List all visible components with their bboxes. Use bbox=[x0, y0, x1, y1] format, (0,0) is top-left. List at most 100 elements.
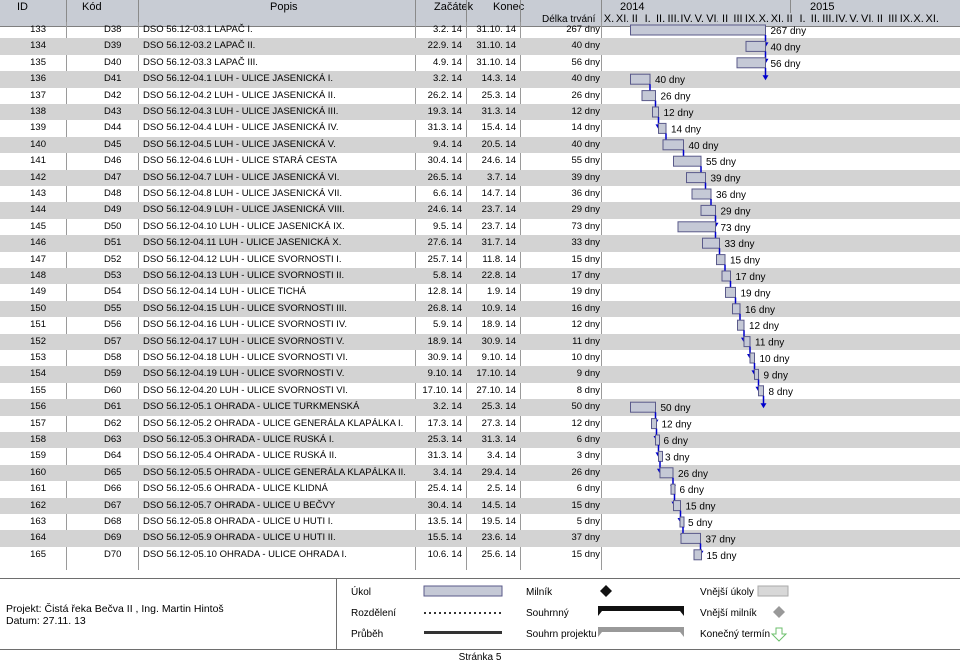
table-row[interactable]: 135 D40 DSO 56.12-03.3 LAPAČ III. 4.9. 14 31… bbox=[0, 55, 960, 71]
header-start[interactable]: Začátek bbox=[434, 1, 474, 13]
gantt-task-bar[interactable] bbox=[659, 467, 674, 479]
gantt-duration-label: 15 dny bbox=[707, 551, 737, 562]
table-row[interactable]: 155 D60 DSO 56.12-04.20 LUH - ULICE SVORNO… bbox=[0, 383, 960, 399]
gantt-task-bar[interactable] bbox=[758, 385, 764, 397]
row-start: 30.4. 14 bbox=[427, 499, 462, 511]
gantt-task-bar[interactable] bbox=[670, 483, 676, 495]
table-row[interactable]: 149 D54 DSO 56.12-04.14 LUH - ULICE TICHÁ 1… bbox=[0, 284, 960, 300]
row-start: 6.6. 14 bbox=[432, 188, 462, 199]
table-row[interactable]: 145 D50 DSO 56.12-04.10 LUH - ULICE JASENI… bbox=[0, 219, 960, 235]
gantt-task-bar[interactable] bbox=[700, 204, 716, 216]
table-row[interactable]: 136 D41 DSO 56.12-04.1 LUH - ULICE JASENIC… bbox=[0, 71, 960, 88]
gantt-task-bar[interactable] bbox=[686, 172, 706, 184]
legend-ukol-label: Úkol bbox=[351, 587, 372, 598]
header-id[interactable]: ID bbox=[17, 1, 28, 13]
table-row[interactable]: 161 D66 DSO 56.12-05.6 OHRADA - ULICE KLID… bbox=[0, 481, 960, 497]
table-row[interactable]: 164 D69 DSO 56.12-05.9 OHRADA - ULICE U HU… bbox=[0, 530, 960, 547]
gantt-task-bar[interactable] bbox=[658, 122, 667, 134]
gantt-chart: 267 dny 40 dny 56 dny 40 dny 26 dny 12 dny 14 … bbox=[630, 24, 806, 562]
row-duration: 50 dny bbox=[571, 401, 600, 413]
table-row[interactable]: 144 D49 DSO 56.12-04.9 LUH - ULICE JASENIC… bbox=[0, 202, 960, 219]
gantt-task-bar[interactable] bbox=[641, 90, 656, 102]
row-duration: 56 dny bbox=[571, 56, 600, 68]
table-row[interactable]: 142 D47 DSO 56.12-04.7 LUH - ULICE JASENIC… bbox=[0, 169, 960, 186]
row-id: 137 bbox=[30, 89, 46, 101]
gantt-duration-label: 11 dny bbox=[755, 338, 784, 349]
row-end: 27.3. 14 bbox=[481, 417, 516, 429]
table-row[interactable]: 138 D43 DSO 56.12-04.3 LUH - ULICE JASENIC… bbox=[0, 104, 960, 121]
header-popis[interactable]: Popis bbox=[270, 1, 298, 13]
table-row[interactable]: 163 D68 DSO 56.12-05.8 OHRADA - ULICE U HU… bbox=[0, 514, 960, 530]
row-popis: DSO 56.12-04.3 LUH - ULICE JASENICKÁ III… bbox=[143, 106, 339, 117]
row-duration: 26 dny bbox=[571, 466, 600, 478]
gantt-task-bar[interactable] bbox=[693, 549, 702, 561]
table-row[interactable]: 150 D55 DSO 56.12-04.15 LUH - ULICE SVORNO… bbox=[0, 300, 960, 318]
table-row[interactable]: 156 D61 DSO 56.12-05.1 OHRADA - ULICE TURK… bbox=[0, 399, 960, 416]
row-duration: 40 dny bbox=[571, 40, 600, 52]
table-row[interactable]: 165 D70 DSO 56.12-05.10 OHRADA - ULICE OHR… bbox=[0, 547, 960, 563]
gantt-task-bar[interactable] bbox=[736, 57, 766, 69]
row-id: 151 bbox=[30, 319, 46, 331]
table-row[interactable]: 141 D46 DSO 56.12-04.6 LUH - ULICE STARÁ C… bbox=[0, 153, 960, 169]
row-end: 25.6. 14 bbox=[481, 548, 516, 560]
gantt-task-bar[interactable] bbox=[677, 221, 716, 233]
gantt-duration-label: 40 dny bbox=[655, 75, 685, 86]
gantt-task-bar[interactable] bbox=[721, 270, 731, 282]
table-row[interactable]: 134 D39 DSO 56.12-03.2 LAPAČ II. 22.9. 14 31… bbox=[0, 38, 960, 55]
gantt-task-bar[interactable] bbox=[630, 24, 766, 36]
gantt-task-bar[interactable] bbox=[749, 352, 755, 364]
table-row[interactable]: 139 D44 DSO 56.12-04.4 LUH - ULICE JASENIC… bbox=[0, 120, 960, 136]
gantt-task-bar[interactable] bbox=[658, 450, 663, 462]
header-end[interactable]: Konec bbox=[493, 1, 525, 13]
gantt-task-bar[interactable] bbox=[743, 336, 751, 348]
table-row[interactable]: 140 D45 DSO 56.12-04.5 LUH - ULICE JASENIC… bbox=[0, 136, 960, 154]
header-kod[interactable]: Kód bbox=[82, 1, 102, 13]
table-row[interactable]: 153 D58 DSO 56.12-04.18 LUH - ULICE SVORNO… bbox=[0, 350, 960, 366]
gantt-task-bar[interactable] bbox=[716, 254, 726, 266]
table-row[interactable]: 133 D38 DSO 56.12-03.1 LAPAČ I. 3.2. 14 31.1… bbox=[0, 22, 960, 38]
gantt-task-bar[interactable] bbox=[630, 401, 656, 413]
timeline-month: VI. bbox=[861, 13, 873, 25]
row-id: 162 bbox=[30, 499, 46, 511]
gantt-task-bar[interactable] bbox=[737, 319, 745, 331]
gantt-duration-label: 36 dny bbox=[716, 190, 746, 201]
gantt-task-bar[interactable] bbox=[651, 418, 657, 430]
gantt-task-bar[interactable] bbox=[679, 516, 685, 528]
row-duration: 3 dny bbox=[576, 450, 600, 462]
row-id: 160 bbox=[30, 466, 46, 478]
gantt-task-bar[interactable] bbox=[652, 106, 659, 118]
table-row[interactable]: 151 D56 DSO 56.12-04.16 LUH - ULICE SVORNO… bbox=[0, 317, 960, 333]
gantt-task-bar[interactable] bbox=[725, 286, 736, 298]
row-id: 154 bbox=[30, 368, 46, 380]
row-popis: DSO 56.12-04.8 LUH - ULICE JASENICKÁ VII… bbox=[143, 188, 343, 199]
table-row[interactable]: 148 D53 DSO 56.12-04.13 LUH - ULICE SVORNO… bbox=[0, 268, 960, 285]
gantt-task-bar[interactable] bbox=[745, 40, 766, 52]
gantt-task-bar[interactable] bbox=[655, 434, 660, 446]
gantt-task-bar[interactable] bbox=[702, 237, 720, 249]
table-row[interactable]: 147 D52 DSO 56.12-04.12 LUH - ULICE SVORNO… bbox=[0, 252, 960, 268]
table-row[interactable]: 137 D42 DSO 56.12-04.2 LUH - ULICE JASENIC… bbox=[0, 88, 960, 104]
gantt-task-bar[interactable] bbox=[680, 532, 701, 544]
gantt-task-bar[interactable] bbox=[732, 303, 741, 315]
row-kod: D63 bbox=[104, 434, 122, 445]
gantt-task-bar[interactable] bbox=[673, 155, 702, 167]
table-row[interactable]: 152 D57 DSO 56.12-04.17 LUH - ULICE SVORNO… bbox=[0, 333, 960, 350]
header-duration[interactable]: Délka trvání bbox=[542, 14, 596, 25]
table-row[interactable]: 158 D63 DSO 56.12-05.3 OHRADA - ULICE RUSK… bbox=[0, 432, 960, 449]
gantt-task-bar[interactable] bbox=[691, 188, 712, 200]
gantt-task-bar[interactable] bbox=[662, 139, 684, 151]
gantt-task-bar[interactable] bbox=[673, 500, 681, 512]
row-kod: D70 bbox=[104, 548, 122, 560]
row-popis: DSO 56.12-03.1 LAPAČ I. bbox=[143, 24, 253, 35]
row-end: 15.4. 14 bbox=[481, 122, 516, 134]
table-row[interactable]: 157 D62 DSO 56.12-05.2 OHRADA - ULICE GENE… bbox=[0, 416, 960, 432]
table-row[interactable]: 159 D64 DSO 56.12-05.4 OHRADA - ULICE RUSK… bbox=[0, 448, 960, 464]
row-end: 20.5. 14 bbox=[481, 138, 516, 150]
table-row[interactable]: 160 D65 DSO 56.12-05.5 OHRADA - ULICE GENE… bbox=[0, 464, 960, 482]
gantt-task-bar[interactable] bbox=[754, 368, 759, 380]
gantt-task-bar[interactable] bbox=[630, 73, 651, 85]
table-row[interactable]: 143 D48 DSO 56.12-04.8 LUH - ULICE JASENIC… bbox=[0, 186, 960, 202]
table-row[interactable]: 162 D67 DSO 56.12-05.7 OHRADA - ULICE U BE… bbox=[0, 497, 960, 514]
table-row[interactable]: 154 D59 DSO 56.12-04.19 LUH - ULICE SVORNO… bbox=[0, 366, 960, 383]
timeline-month: II bbox=[786, 13, 793, 25]
